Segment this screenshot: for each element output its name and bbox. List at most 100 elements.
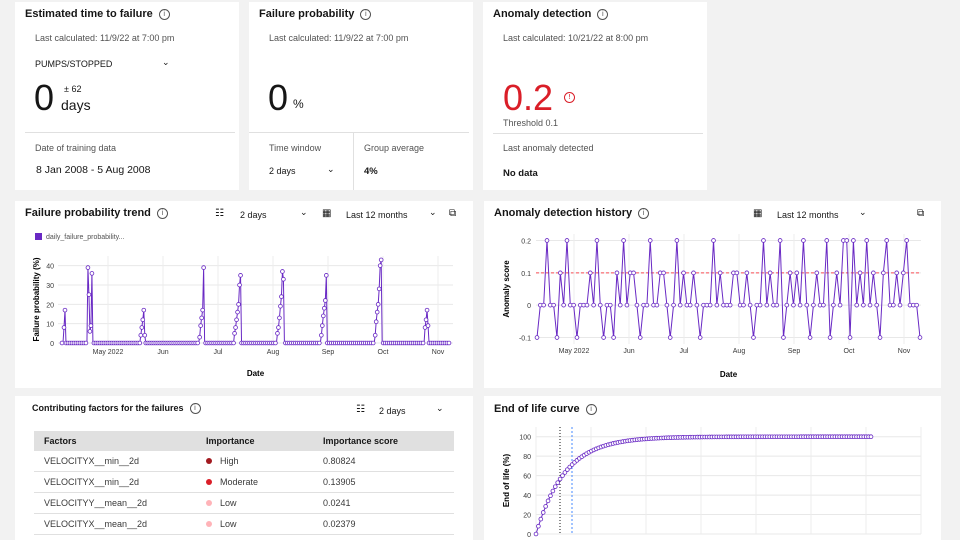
cf-title: Contributing factors for the failures i [32,403,201,414]
factors-table: Factors Importance Importance score VELO… [34,431,454,535]
column-header[interactable]: Factors [34,431,196,451]
maximize-icon[interactable]: ⧉ [917,208,925,219]
range-dropdown[interactable]: Last 12 months [346,210,408,220]
threshold-text: Threshold 0.1 [503,118,559,128]
chevron-down-icon[interactable]: ⌄ [162,58,170,68]
settings-adjust-icon[interactable]: ☷ [356,404,365,415]
chevron-down-icon[interactable]: ⌄ [436,404,444,414]
data-point [557,476,563,482]
window-dropdown[interactable]: 2 days [240,210,267,220]
data-point [857,270,863,276]
data-point [232,331,237,336]
x-axis-label: Date [247,369,265,378]
data-point [321,313,326,319]
asset-dropdown[interactable]: PUMPS/STOPPED [35,59,112,69]
window-label: Time window [269,143,322,153]
y-tick-label: 0.1 [521,271,531,278]
data-point [597,302,603,308]
data-point [797,302,803,308]
fpt-title: Failure probability trend i [25,207,168,219]
data-point [744,270,750,276]
data-point [714,302,720,308]
data-point [727,302,733,308]
data-point [611,335,616,340]
x-tick-label: Nov [898,348,911,355]
data-point [238,273,243,278]
ad-card: Anomaly detection i Last calculated: 10/2… [483,2,707,190]
info-icon[interactable]: i [585,404,597,415]
data-point [59,340,65,346]
data-point [767,270,773,276]
maximize-icon[interactable]: ⧉ [449,208,457,219]
data-point [781,335,786,340]
y-tick-label: 0 [50,341,54,348]
data-point [237,282,242,288]
y-tick-label: 40 [46,264,54,271]
importance-label: High [220,456,239,466]
y-tick-label: 10 [46,322,54,329]
data-point [814,270,820,276]
factor-cell: VELOCITYY__mean__2d [34,492,196,514]
x-tick-label: Jun [157,349,168,356]
info-icon[interactable]: i [156,208,168,219]
data-point [847,335,853,340]
calendar-icon[interactable]: ▦ [753,208,763,219]
data-point [791,302,796,308]
data-point [584,302,590,308]
data-point [317,340,322,346]
ad-value: 0.2 [503,77,554,118]
window-dropdown[interactable]: 2 days [269,166,296,176]
data-point [278,303,283,309]
chevron-down-icon[interactable]: ⌄ [300,208,308,218]
data-point [654,302,660,308]
settings-adjust-icon[interactable]: ☷ [215,208,224,219]
importance-label: Low [220,519,237,529]
data-point [711,238,716,243]
data-point [83,340,89,346]
data-point [62,307,68,313]
chevron-down-icon[interactable]: ⌄ [327,165,335,175]
data-point [834,270,840,276]
calendar-icon[interactable]: ▦ [322,208,332,219]
data-point [901,270,906,276]
column-header[interactable]: Importance score [313,431,454,451]
data-point [554,335,560,340]
data-point [851,238,856,243]
data-point [533,531,539,537]
data-point [425,323,431,328]
chevron-down-icon[interactable]: ⌄ [859,208,867,218]
x-tick-label: Sep [322,349,335,356]
data-point [277,315,282,321]
info-icon[interactable]: i [158,9,170,20]
data-point [234,317,239,323]
data-point [571,302,576,308]
data-point [534,335,540,340]
range-dropdown[interactable]: Last 12 months [777,210,839,220]
info-icon[interactable]: i [360,9,372,20]
data-point [281,276,286,282]
data-point [634,302,640,308]
info-icon[interactable]: i [638,208,650,219]
window-dropdown[interactable]: 2 days [379,406,406,416]
divider [25,132,235,133]
ttf-card: Estimated time to failure i Last calculat… [15,2,239,190]
score-cell: 0.80824 [313,451,454,472]
info-icon[interactable]: i [597,9,609,20]
score-cell: 0.02379 [313,513,454,535]
info-icon[interactable]: i [189,403,201,414]
x-tick-label: May 2022 [559,348,590,355]
data-point [320,323,325,328]
importance-label: Low [220,498,237,508]
data-point [142,332,148,338]
y-axis-label: Failure probability (%) [32,257,41,341]
column-header[interactable]: Importance [196,431,313,451]
data-point [280,269,285,274]
series-line [535,436,872,535]
data-point [446,340,452,346]
chevron-down-icon[interactable]: ⌄ [429,208,437,218]
y-tick-label: 60 [523,474,531,481]
data-point [550,488,556,494]
data-point [601,335,606,340]
data-point [61,325,67,330]
data-point [275,331,280,336]
